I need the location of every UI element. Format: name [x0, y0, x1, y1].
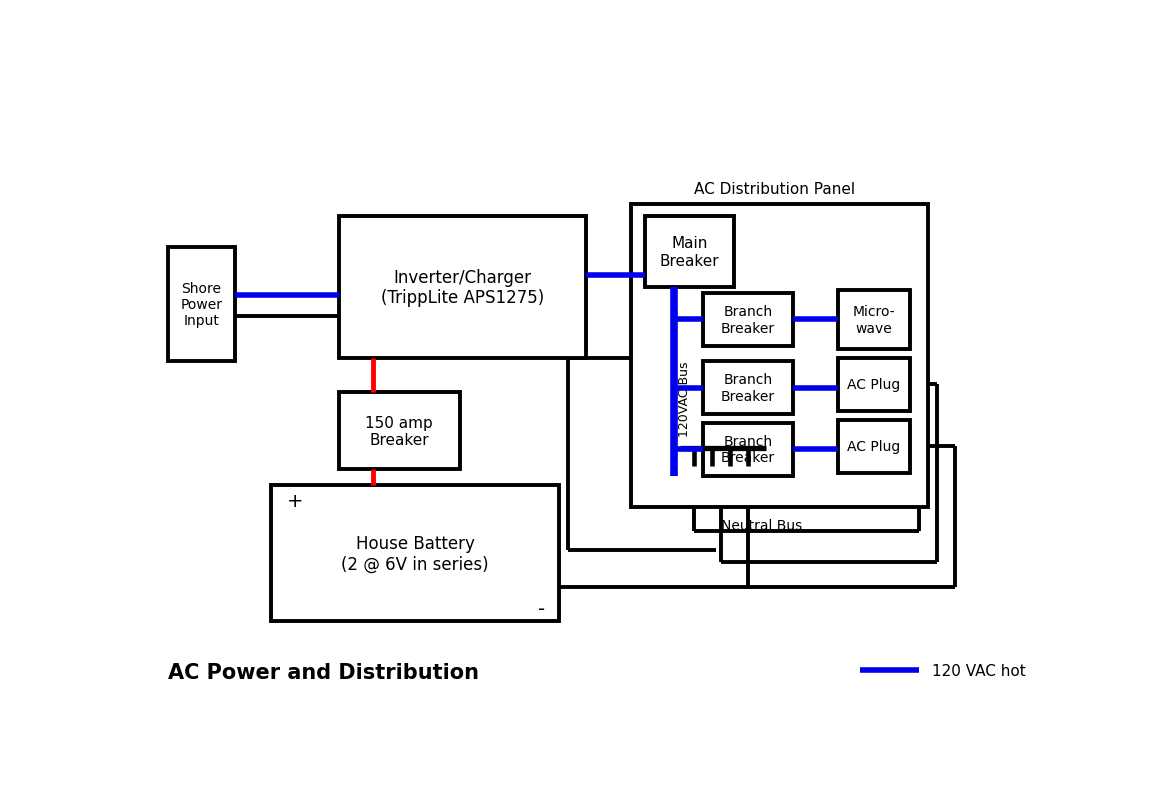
Text: 120VAC Bus: 120VAC Bus [678, 361, 692, 436]
Text: +: + [287, 492, 304, 510]
FancyBboxPatch shape [339, 217, 586, 358]
FancyBboxPatch shape [838, 420, 910, 473]
Text: Main
Breaker: Main Breaker [659, 236, 720, 269]
FancyBboxPatch shape [632, 205, 928, 507]
FancyBboxPatch shape [644, 217, 735, 288]
FancyBboxPatch shape [704, 294, 793, 346]
Text: Branch
Breaker: Branch Breaker [721, 305, 776, 335]
Text: AC Plug: AC Plug [848, 439, 901, 454]
Text: AC Plug: AC Plug [848, 378, 901, 392]
Text: Micro-
wave: Micro- wave [852, 305, 895, 335]
Text: Branch
Breaker: Branch Breaker [721, 373, 776, 403]
FancyBboxPatch shape [339, 393, 460, 470]
Text: AC Distribution Panel: AC Distribution Panel [694, 181, 856, 196]
FancyBboxPatch shape [167, 248, 235, 362]
Text: 120 VAC hot: 120 VAC hot [932, 663, 1026, 678]
FancyBboxPatch shape [838, 291, 910, 350]
Text: Shore
Power
Input: Shore Power Input [180, 282, 223, 328]
Text: 150 amp
Breaker: 150 amp Breaker [366, 415, 433, 448]
Text: House Battery
(2 @ 6V in series): House Battery (2 @ 6V in series) [341, 534, 489, 573]
FancyBboxPatch shape [704, 423, 793, 476]
Text: -: - [539, 599, 546, 618]
Text: Branch
Breaker: Branch Breaker [721, 435, 776, 465]
Text: AC Power and Distribution: AC Power and Distribution [167, 662, 478, 682]
Text: Neutral Bus: Neutral Bus [721, 518, 802, 533]
Text: Inverter/Charger
(TrippLite APS1275): Inverter/Charger (TrippLite APS1275) [381, 269, 543, 307]
FancyBboxPatch shape [838, 358, 910, 411]
FancyBboxPatch shape [704, 362, 793, 415]
FancyBboxPatch shape [272, 485, 560, 622]
